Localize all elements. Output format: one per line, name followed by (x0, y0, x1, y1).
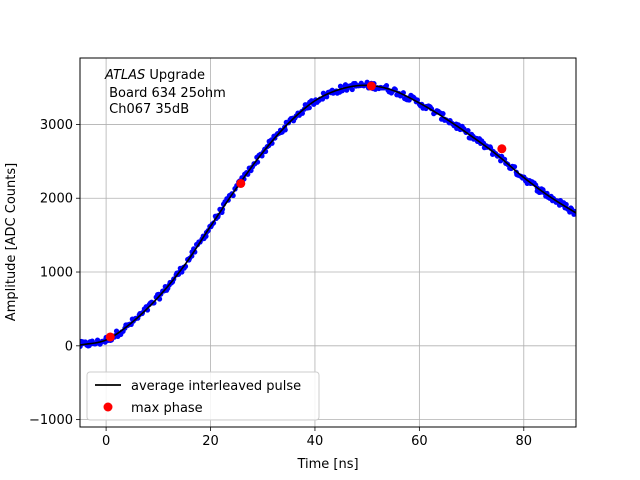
sample-point (337, 83, 344, 89)
x-tick-label: 80 (516, 434, 533, 449)
y-tick-label: 1000 (40, 266, 73, 281)
average-pulse-line (80, 84, 576, 346)
y-tick-label: 3000 (40, 118, 73, 133)
grid (80, 58, 576, 427)
max-phase-point (497, 144, 507, 154)
x-tick-label: 40 (307, 434, 324, 449)
annotation-upgrade: Upgrade (145, 68, 205, 83)
atlas-annotation: ATLAS Upgrade Board 634 25ohm Ch067 35dB (104, 68, 226, 117)
sample-point (349, 86, 355, 93)
max-phase-point (105, 332, 115, 342)
y-tick-label: 0 (65, 339, 73, 354)
x-tick-label: 60 (411, 434, 428, 449)
x-axis-label: Time [ns] (296, 457, 358, 472)
sample-point (440, 111, 446, 117)
sample-point (383, 82, 390, 89)
x-tick-label: 20 (202, 434, 219, 449)
legend-label-max-phase: max phase (131, 401, 203, 416)
legend-box (86, 371, 320, 421)
ticks: 0 20 40 60 80 −1000 0 1000 2000 3000 (29, 118, 532, 449)
max-phase-point (366, 81, 376, 91)
legend-dot-swatch (103, 402, 113, 412)
legend: average interleaved pulse max phase (86, 371, 320, 421)
svg-text:ATLAS Upgrade: ATLAS Upgrade (104, 68, 205, 83)
y-tick-label: 2000 (40, 192, 73, 207)
axes-frame (79, 57, 577, 428)
annotation-board: Board 634 25ohm (105, 86, 226, 101)
annotation-atlas: ATLAS (104, 68, 145, 83)
max-phase-point (236, 178, 246, 188)
plot-area (80, 79, 576, 349)
y-tick-label: −1000 (29, 413, 73, 428)
annotation-channel: Ch067 35dB (105, 102, 189, 117)
x-tick-label: 0 (102, 434, 110, 449)
legend-label-average: average interleaved pulse (131, 379, 301, 394)
y-axis-label: Amplitude [ADC Counts] (4, 163, 19, 321)
